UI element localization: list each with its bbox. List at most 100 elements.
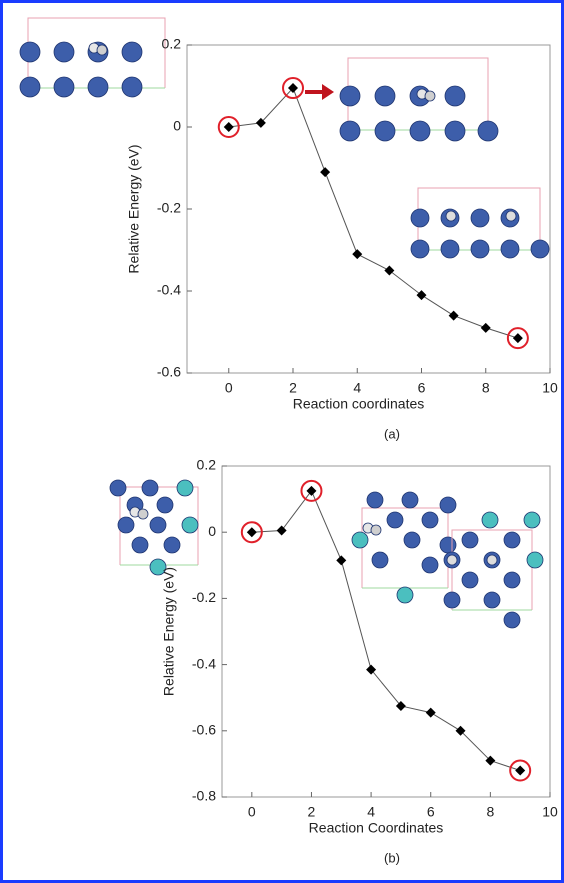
series-line [252, 491, 520, 771]
atom [462, 572, 478, 588]
atom [371, 525, 381, 535]
x-tick-label: 4 [353, 380, 361, 396]
atom [441, 240, 459, 258]
atom [177, 480, 193, 496]
data-point [513, 333, 523, 343]
atom [142, 480, 158, 496]
atom [440, 497, 456, 513]
data-point [320, 167, 330, 177]
atom [504, 612, 520, 628]
y-tick-label: -0.4 [192, 655, 216, 671]
x-axis-label: Reaction coordinates [293, 396, 425, 412]
atom [440, 537, 456, 553]
figure: -0.6 -0.4 -0.2 0 0.2 0 2 4 6 8 10 Reaction coordina… [0, 0, 564, 883]
y-tick-label: 0 [173, 118, 181, 134]
atom [397, 587, 413, 603]
atom [150, 517, 166, 533]
caption: (a) [384, 426, 400, 441]
x-tick-label: 6 [418, 380, 426, 396]
atom [138, 509, 148, 519]
atom [122, 42, 142, 62]
atom [444, 592, 460, 608]
atom [411, 240, 429, 258]
data-point [449, 311, 459, 321]
atom [482, 512, 498, 528]
x-tick-label: 8 [482, 380, 490, 396]
y-axis-label: Relative Energy (eV) [161, 567, 177, 696]
data-point [224, 122, 234, 132]
atom [352, 532, 368, 548]
x-tick-label: 0 [225, 380, 233, 396]
atom [54, 77, 74, 97]
atom [504, 532, 520, 548]
atom [387, 512, 403, 528]
x-tick-label: 8 [486, 804, 494, 820]
atom [372, 552, 388, 568]
y-tick-label: 0.2 [162, 36, 182, 52]
atom [422, 557, 438, 573]
atom [471, 209, 489, 227]
x-tick-label: 0 [248, 804, 256, 820]
atom [20, 77, 40, 97]
atom [462, 532, 478, 548]
x-axis-label: Reaction Coordinates [309, 820, 444, 836]
x-tick-label: 6 [427, 804, 435, 820]
y-axis-label: Relative Energy (eV) [126, 144, 142, 273]
atom [425, 91, 435, 101]
atom [484, 592, 500, 608]
atom [445, 121, 465, 141]
x-tick-label: 2 [289, 380, 297, 396]
data-point [417, 290, 427, 300]
atom [20, 42, 40, 62]
y-tick-label: -0.4 [157, 282, 181, 298]
atom [501, 240, 519, 258]
plot-frame [222, 466, 550, 797]
y-tick-label: 0 [208, 523, 216, 539]
data-point [515, 766, 525, 776]
data-point [336, 555, 346, 565]
atom [531, 240, 549, 258]
data-point [481, 323, 491, 333]
atom [446, 211, 456, 221]
chart: -0.6 -0.4 -0.2 0 0.2 0 2 4 6 8 10 Reaction coordina… [0, 0, 564, 883]
data-point [352, 249, 362, 259]
atom [110, 480, 126, 496]
x-tick-label: 10 [542, 380, 558, 396]
x-tick-label: 4 [367, 804, 375, 820]
atom [118, 517, 134, 533]
y-tick-label: -0.8 [192, 788, 216, 804]
structure-insets [20, 18, 549, 628]
atom [478, 121, 498, 141]
atom [506, 211, 516, 221]
caption: (b) [384, 850, 400, 865]
atom [340, 121, 360, 141]
atom [182, 517, 198, 533]
atom [97, 45, 107, 55]
x-tick-label: 2 [308, 804, 316, 820]
atom [447, 555, 457, 565]
atom [402, 492, 418, 508]
atom [411, 209, 429, 227]
data-point [306, 486, 316, 496]
atom [375, 121, 395, 141]
plot-frame [187, 45, 550, 373]
y-tick-label: 0.2 [197, 457, 217, 473]
atom [340, 86, 360, 106]
atom [122, 77, 142, 97]
data-point [426, 708, 436, 718]
atom [54, 42, 74, 62]
atom [487, 555, 497, 565]
atom [375, 86, 395, 106]
y-tick-label: -0.2 [157, 200, 181, 216]
atom [445, 86, 465, 106]
y-tick-label: -0.2 [192, 589, 216, 605]
arrow [305, 84, 334, 100]
y-tick-label: -0.6 [192, 722, 216, 738]
atom [422, 512, 438, 528]
data-point [247, 527, 257, 537]
atom [527, 552, 543, 568]
atom [164, 537, 180, 553]
x-tick-label: 10 [542, 804, 558, 820]
atom [404, 532, 420, 548]
atom [504, 572, 520, 588]
